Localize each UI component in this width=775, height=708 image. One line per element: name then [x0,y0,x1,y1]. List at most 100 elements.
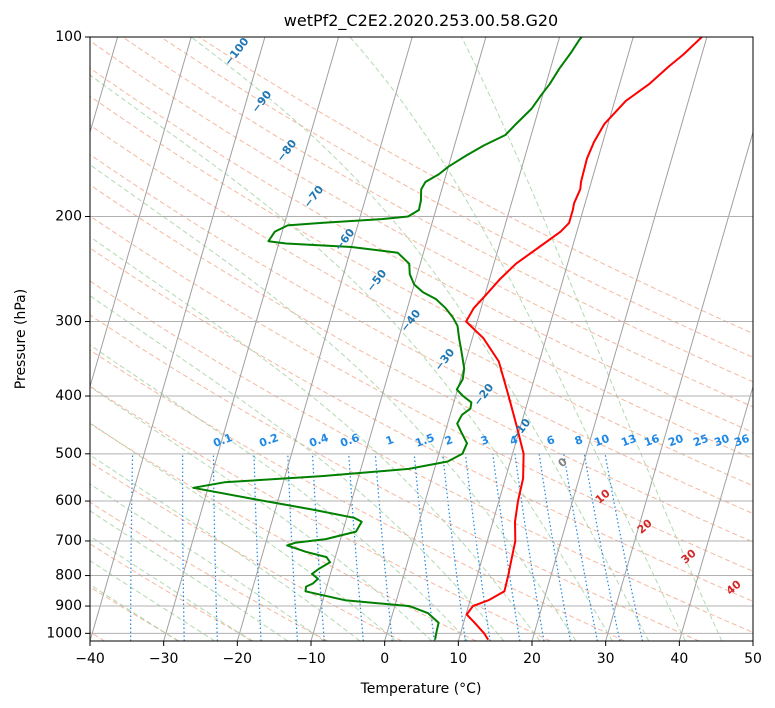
x-tick-label: 0 [380,651,389,667]
mixing-ratio-label: 2 [443,433,455,448]
dry-adiabat-line [90,501,328,641]
mixing-ratio-line [130,453,134,641]
y-tick-label: 300 [55,314,82,330]
plot-area: −100−90−80−70−60−50−40−30−20−100.1 0.2 0.4… [90,35,753,641]
mixing-ratio-label: 13 [619,432,638,449]
moist-adiabat-line [90,236,541,641]
mixing-ratio-label: 30 [712,432,731,450]
dry-adiabat-line [90,215,753,572]
moist-adiabat-line [90,535,252,641]
mixing-ratio-label: 36 [732,432,751,450]
y-axis-ticks: 100 200 300 400 500 600 700 800 900 1000 [46,29,90,641]
x-tick-label: −10 [296,651,326,667]
isotherm-line [236,37,413,641]
x-tick-label: 30 [597,651,615,667]
isotherm-line [90,37,192,389]
moist-adiabat-label: 20 [635,516,655,536]
dewpoint-line [192,37,583,640]
mixing-ratio-line [212,453,218,641]
dry-adiabat-label: −40 [398,307,424,335]
y-tick-label: 900 [55,598,82,614]
dry-adiabat-line [90,40,753,408]
moist-adiabat-label: 40 [724,577,744,597]
mixing-ratio-label: 3 [479,433,491,448]
mixing-ratio-line [374,453,393,641]
y-tick-label: 1000 [46,625,82,641]
mixing-ratio-line [348,453,364,641]
mixing-ratio-line [311,453,325,641]
x-axis-label: Temperature (°C) [360,681,482,697]
mixing-ratio-label: 4 [508,433,520,448]
x-tick-label: 10 [449,651,467,667]
mixing-ratio-label: 25 [691,432,710,449]
moist-adiabat-line [90,344,469,641]
isotherm-line [678,384,753,641]
pressure-gridlines [90,37,753,634]
y-tick-label: 200 [55,209,82,225]
mixing-ratio-label: 1 [384,433,396,448]
dry-adiabat-line [90,124,753,487]
isotherm-line [384,37,561,641]
profile-series [192,37,703,641]
dry-adiabat-line [198,37,753,335]
mixing-ratio-line [287,453,299,641]
dry-adiabat-label: −20 [471,381,497,409]
moist-adiabat-line [461,37,723,641]
moist-adiabat-label: 10 [593,486,613,506]
dry-adiabat-line [90,461,402,641]
mixing-ratio-label: 0.4 [307,431,330,450]
moist-adiabat-line [90,510,288,641]
dry-adiabat-line [90,95,753,460]
dry-adiabat-line [90,184,753,543]
x-tick-label: −40 [75,651,105,667]
moist-adiabat-line [90,422,397,641]
dry-adiabat-label: −70 [301,183,327,211]
y-tick-label: 400 [55,388,82,404]
y-tick-label: 700 [55,533,82,549]
dry-adiabat-line [90,543,254,641]
dry-adiabat-label: −100 [222,35,252,69]
moist-adiabat-line [90,164,577,641]
isopleth-labels: −100−90−80−70−60−50−40−30−20−100.1 0.2 0.4… [211,35,751,598]
dry-adiabats [90,37,753,641]
mixing-ratio-label: 1.5 [413,431,436,450]
mixing-ratio-line [413,453,435,641]
dry-adiabat-line [90,67,753,434]
moist-adiabat-line [90,454,361,641]
y-tick-label: 600 [55,493,82,509]
dry-adiabat-line [160,37,753,358]
moist-adiabat-line [90,295,505,641]
plot-frame [89,36,754,642]
mixing-ratio-line [563,453,598,641]
dry-adiabat-label: −80 [274,137,300,165]
dry-adiabat-line [90,247,753,602]
moist-adiabat-line [90,74,613,641]
moist-adiabat-line [349,37,686,641]
y-axis-label: Pressure (hPa) [13,289,29,389]
mixing-ratio-label: 20 [666,432,685,450]
y-tick-label: 800 [55,568,82,584]
mixing-ratio-label: 0.2 [257,431,280,450]
mixing-ratio-label: 0.6 [338,431,361,450]
moist-adiabats [90,37,723,641]
moist-adiabat-line [90,560,215,641]
x-tick-label: −30 [149,651,179,667]
isotherm-line [310,37,487,641]
isotherm-line [163,37,340,641]
y-tick-label: 500 [55,446,82,462]
dry-adiabat-line [90,280,753,633]
mixing-ratio-line [182,453,185,641]
moist-adiabat-line [190,37,650,641]
isotherm-line [90,37,266,641]
dry-adiabat-label: −50 [364,267,390,295]
mixing-ratio-lines [130,453,644,641]
mixing-ratio-label: 16 [642,432,661,450]
dry-adiabat-line [90,385,551,641]
x-axis-ticks: −40 −30 −20 −10 0 10 20 30 40 50 [75,641,762,667]
mixing-ratio-line [442,453,466,641]
isotherm-line [457,37,634,641]
mixing-ratio-line [253,453,262,641]
mixing-ratio-label: 10 [592,432,611,450]
mixing-ratio-label: 8 [573,433,585,448]
mixing-ratio-label: 0.1 [211,431,234,450]
